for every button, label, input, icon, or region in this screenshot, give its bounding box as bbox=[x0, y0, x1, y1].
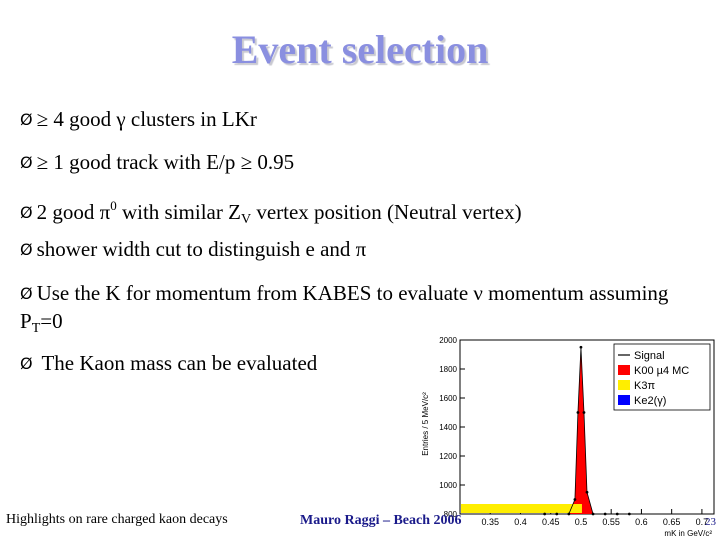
k3pi-band bbox=[461, 504, 582, 513]
signal-point bbox=[627, 512, 631, 516]
signal-point bbox=[543, 512, 547, 516]
x-tick-label: 0.4 bbox=[514, 517, 527, 527]
y-tick-label: 1000 bbox=[439, 481, 457, 490]
footer-author: Mauro Raggi – Beach 2006 bbox=[300, 513, 462, 528]
legend-swatch bbox=[618, 365, 630, 375]
signal-line bbox=[544, 347, 630, 515]
kaon-mass-plot: 2000 1800 1600 1400 1200 1000 800 Entries / 5 M… bbox=[418, 334, 720, 540]
bullet-lkr-clusters: Ø ≥ 4 good γ clusters in LKr bbox=[20, 107, 257, 131]
x-tick-label: 0.35 bbox=[481, 517, 499, 527]
x-tick-label: 0.45 bbox=[542, 517, 560, 527]
slide-title: Event selection bbox=[231, 27, 489, 72]
y-tick-label: 2000 bbox=[439, 336, 457, 345]
legend-label: K3π bbox=[634, 380, 655, 392]
legend-label: K00 µ4 MC bbox=[634, 365, 689, 377]
page-number: 23 bbox=[705, 516, 717, 528]
arrow-bullet-icon: Ø bbox=[20, 203, 33, 222]
x-tick-label: 0.5 bbox=[575, 517, 588, 527]
y-tick-label: 1200 bbox=[439, 452, 457, 461]
footer-talk-title: Highlights on rare charged kaon decays bbox=[6, 512, 228, 527]
legend-swatch bbox=[618, 395, 630, 405]
arrow-bullet-icon: Ø bbox=[20, 240, 33, 259]
x-tick-label: 0.55 bbox=[602, 517, 620, 527]
arrow-bullet-icon: Ø bbox=[20, 284, 33, 303]
bullet-kabes-momentum: Ø Use the K for momentum from KABES to ev… bbox=[20, 281, 669, 336]
y-tick-label: 800 bbox=[444, 510, 458, 519]
kaon-mass-histogram: 2000 1800 1600 1400 1200 1000 800 Entries / 5 M… bbox=[418, 334, 720, 540]
arrow-bullet-icon: Ø bbox=[20, 110, 33, 129]
legend-swatch bbox=[618, 380, 630, 390]
y-tick-label: 1800 bbox=[439, 365, 457, 374]
x-tick-label: 0.65 bbox=[663, 517, 681, 527]
x-axis-label: mK in GeV/c² bbox=[664, 529, 712, 538]
legend-label: Signal bbox=[634, 350, 665, 362]
y-tick-label: 1400 bbox=[439, 423, 457, 432]
y-axis-label: Entries / 5 MeV/c² bbox=[421, 392, 430, 456]
legend-label: Ke2(γ) bbox=[634, 395, 666, 407]
x-tick-label: 0.7 bbox=[696, 517, 709, 527]
arrow-bullet-icon: Ø bbox=[20, 354, 33, 373]
arrow-bullet-icon: Ø bbox=[20, 153, 33, 172]
x-tick-label: 0.6 bbox=[635, 517, 648, 527]
bullet-kaon-mass: Ø The Kaon mass can be evaluated bbox=[20, 351, 318, 375]
y-tick-label: 1600 bbox=[439, 394, 457, 403]
bullet-good-track: Ø ≥ 1 good track with E/p ≥ 0.95 bbox=[20, 150, 295, 174]
